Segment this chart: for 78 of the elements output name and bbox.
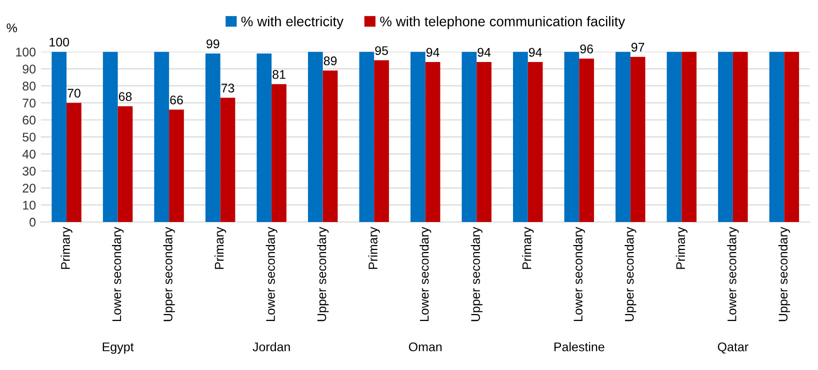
bar — [784, 52, 800, 222]
data-label: 96 — [580, 44, 593, 54]
data-label: 94 — [528, 48, 542, 57]
y-tick-label: 100 — [16, 48, 36, 56]
data-label: 68 — [118, 92, 132, 102]
data-label: 66 — [170, 96, 183, 104]
y-tick-label: 70 — [22, 98, 36, 108]
x-tick-label: Upper secondary — [163, 226, 175, 322]
data-label: 100 — [50, 38, 70, 47]
data-label: 94 — [426, 48, 440, 57]
bar — [205, 54, 220, 222]
bar — [564, 52, 580, 222]
x-tick-label: Primary — [60, 226, 72, 269]
x-tick-label: Lower secondary — [112, 226, 124, 322]
text: Egypt — [102, 342, 134, 354]
bar — [630, 56, 646, 222]
bar — [66, 102, 82, 222]
x-tick-label: Lower secondary — [727, 226, 739, 322]
x-tick-label: Primary — [676, 226, 688, 269]
y-tick-label: 60 — [22, 116, 36, 125]
legend-label: % with telephone communication facility — [380, 16, 626, 30]
bar — [528, 62, 543, 222]
text: Palestine — [554, 342, 604, 352]
bar — [102, 52, 118, 222]
bar — [154, 52, 170, 222]
bar — [425, 62, 440, 222]
bar — [220, 98, 236, 222]
bar — [666, 52, 682, 222]
bar — [462, 52, 477, 222]
y-tick-label: 0 — [30, 218, 36, 227]
x-tick-label: Lower secondary — [420, 226, 432, 322]
y-tick-label: 80 — [22, 82, 36, 90]
bar — [732, 52, 748, 222]
bar — [374, 60, 389, 222]
y-axis-title: % — [6, 24, 17, 32]
data-label: 73 — [221, 84, 234, 93]
data-label: 70 — [68, 88, 80, 98]
bar — [616, 52, 630, 222]
bar — [476, 62, 492, 222]
bar — [513, 52, 528, 222]
y-tick-label: 40 — [22, 150, 36, 159]
data-label: 99 — [206, 39, 220, 48]
x-tick-label: Lower secondary — [266, 226, 278, 322]
bar — [52, 52, 67, 222]
y-tick-label: 50 — [22, 132, 36, 142]
y-tick-label: 20 — [22, 184, 36, 193]
bar — [579, 58, 594, 222]
x-tick-label: Lower secondary — [573, 226, 585, 322]
y-tick-label: 10 — [23, 200, 36, 210]
text: Jordan — [252, 342, 290, 352]
bar — [169, 110, 184, 222]
data-label: 94 — [478, 48, 491, 57]
text: Qatar — [718, 342, 748, 354]
x-tick-label: Primary — [214, 226, 226, 269]
bar — [682, 52, 697, 222]
legend-label: % with electricity — [241, 16, 344, 30]
data-label: 89 — [324, 56, 337, 66]
text: Oman — [408, 342, 442, 352]
bar — [272, 84, 286, 222]
bar — [322, 70, 338, 222]
data-label: 81 — [272, 70, 286, 79]
data-label: 95 — [375, 46, 388, 56]
bar — [256, 54, 272, 222]
x-tick-label: Primary — [368, 226, 380, 269]
x-tick-label: Upper secondary — [778, 226, 790, 322]
x-tick-label: Upper secondary — [624, 226, 636, 322]
data-label: 97 — [631, 42, 644, 52]
bar — [359, 52, 374, 222]
bar — [769, 52, 784, 222]
y-tick-label: 30 — [22, 166, 36, 176]
bar — [118, 106, 133, 222]
y-tick-label: 90 — [22, 64, 36, 74]
x-tick-label: Upper secondary — [470, 226, 482, 322]
x-tick-label: Upper secondary — [317, 226, 329, 322]
bar — [410, 52, 426, 222]
x-tick-label: Primary — [522, 226, 534, 269]
bar — [718, 52, 733, 222]
bar — [308, 52, 323, 222]
